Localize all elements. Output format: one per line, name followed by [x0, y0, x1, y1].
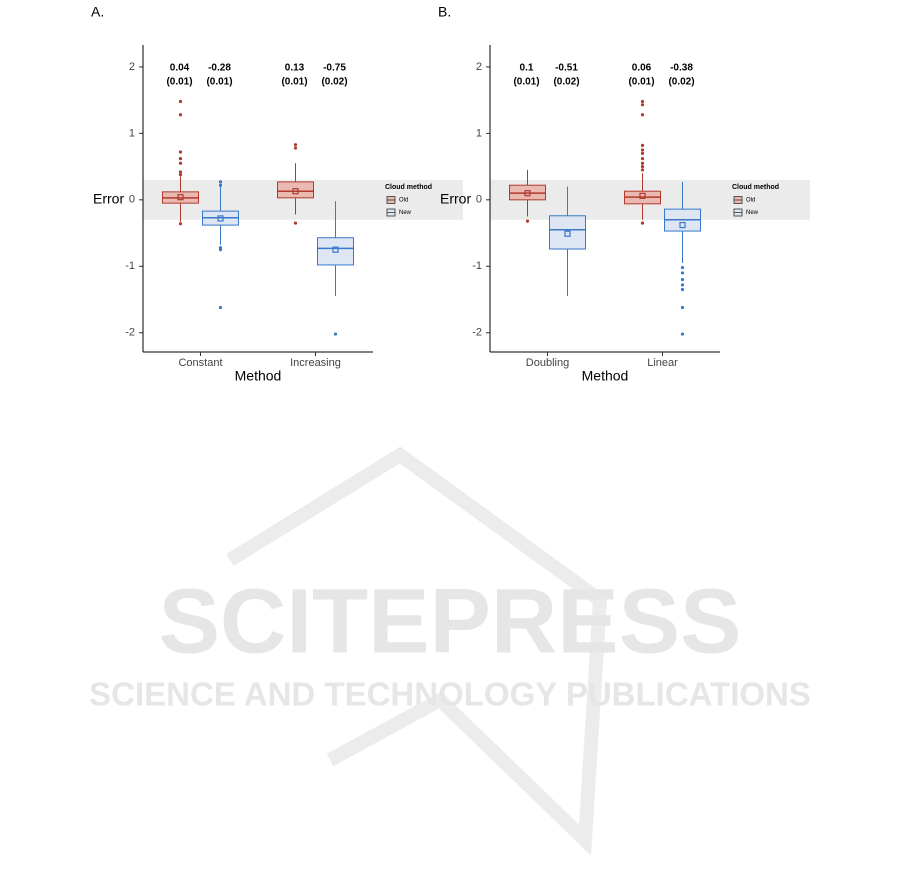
outlier: [680, 266, 685, 270]
mean-label: 0.06: [632, 63, 652, 74]
mean-label: 0.13: [285, 63, 305, 74]
outlier: [178, 113, 183, 117]
legend-label: New: [399, 210, 412, 216]
legend-title: Cloud method: [385, 184, 432, 191]
outlier: [640, 221, 645, 225]
outlier: [640, 103, 645, 107]
x-axis-label: Method: [235, 368, 282, 384]
mean-marker: [564, 230, 571, 237]
watermark-subtitle: SCIENCE AND TECHNOLOGY PUBLICATIONS: [89, 676, 811, 713]
legend-title: Cloud method: [732, 184, 779, 191]
y-tick-label: 2: [129, 61, 135, 73]
se-label: (0.02): [668, 77, 694, 88]
watermark: SCITEPRESS SCIENCE AND TECHNOLOGY PUBLIC…: [89, 446, 811, 856]
se-label: (0.01): [513, 77, 539, 88]
outlier: [333, 332, 338, 336]
y-tick-label: 1: [476, 127, 482, 139]
x-tick-label: Increasing: [290, 357, 341, 369]
y-tick-label: -1: [472, 260, 482, 272]
box: [549, 215, 586, 250]
outlier: [178, 150, 183, 154]
outlier: [218, 305, 223, 310]
box: [317, 237, 354, 266]
y-axis-label: Error: [440, 191, 471, 207]
legend-label: New: [746, 210, 759, 216]
mean-marker: [524, 190, 531, 197]
outlier: [178, 222, 183, 226]
outlier: [680, 283, 685, 287]
outlier: [680, 287, 685, 292]
outlier: [293, 143, 298, 147]
se-label: (0.02): [553, 77, 579, 88]
x-axis-label: Method: [582, 368, 629, 384]
y-tick-label: 0: [476, 194, 482, 206]
legend-label: Old: [746, 198, 755, 204]
outlier: [218, 180, 223, 184]
se-label: (0.01): [281, 77, 307, 88]
mean-label: 0.04: [170, 63, 190, 74]
outlier: [680, 277, 685, 282]
watermark-shape: [226, 446, 608, 856]
x-tick-label: Linear: [647, 357, 678, 369]
se-label: (0.01): [166, 77, 192, 88]
y-tick-label: -2: [125, 327, 135, 339]
legend-label: Old: [399, 198, 408, 204]
y-tick-label: -1: [125, 260, 135, 272]
outlier: [680, 332, 685, 336]
mean-marker: [639, 192, 646, 199]
panel-label: A.: [91, 4, 104, 20]
y-axis-label: Error: [93, 191, 124, 207]
se-label: (0.01): [628, 77, 654, 88]
outlier: [640, 157, 645, 161]
outlier: [178, 161, 183, 165]
outlier: [640, 113, 645, 117]
mean-label: -0.38: [670, 63, 693, 74]
outlier: [640, 168, 645, 172]
mean-label: -0.28: [208, 63, 231, 74]
outlier: [640, 161, 645, 165]
mean-label: -0.75: [323, 63, 346, 74]
panel-label: B.: [438, 4, 451, 20]
mean-marker: [292, 188, 299, 195]
y-tick-label: -2: [472, 327, 482, 339]
box: [277, 181, 314, 199]
outlier: [218, 183, 223, 187]
outlier: [640, 151, 645, 155]
outlier: [525, 219, 530, 223]
y-tick-label: 2: [476, 61, 482, 73]
outlier: [640, 148, 645, 152]
watermark-title: SCITEPRESS: [159, 570, 742, 672]
mean-marker: [332, 246, 339, 253]
outlier: [178, 157, 183, 161]
outlier: [640, 99, 645, 104]
outlier: [178, 172, 183, 177]
mean-label: 0.1: [520, 63, 534, 74]
x-tick-label: Doubling: [526, 357, 569, 369]
outlier: [293, 221, 298, 225]
y-tick-label: 0: [129, 194, 135, 206]
y-tick-label: 1: [129, 127, 135, 139]
se-label: (0.02): [321, 77, 347, 88]
mean-marker: [217, 215, 224, 222]
mean-marker: [177, 194, 184, 201]
outlier: [640, 143, 645, 147]
outlier: [178, 99, 183, 104]
outlier: [293, 146, 298, 150]
outlier: [640, 165, 645, 169]
outlier: [680, 271, 685, 275]
x-tick-label: Constant: [178, 357, 222, 369]
se-label: (0.01): [206, 77, 232, 88]
outlier: [680, 305, 685, 310]
outlier: [218, 248, 223, 252]
mean-marker: [679, 221, 686, 229]
outlier: [178, 170, 183, 174]
mean-label: -0.51: [555, 63, 578, 74]
